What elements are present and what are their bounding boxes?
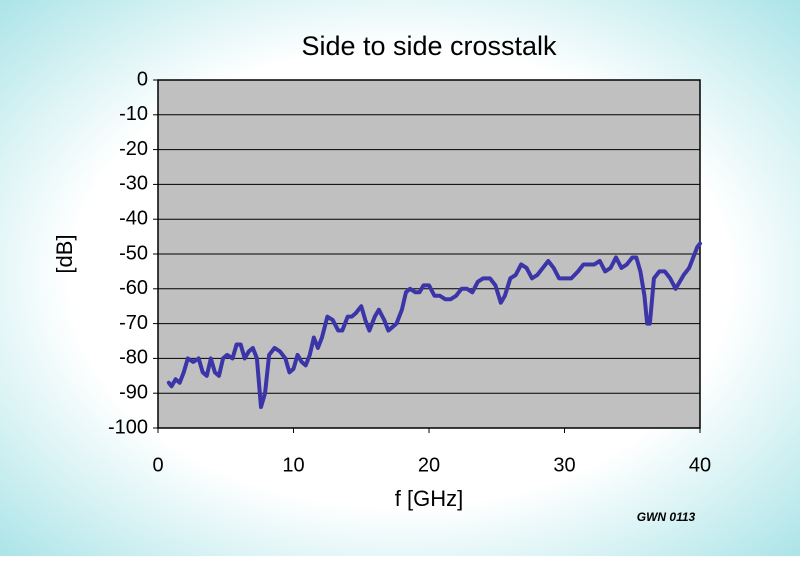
y-tick-label: -40 (119, 207, 148, 229)
data-line (166, 241, 702, 410)
x-tick-label: 0 (152, 454, 163, 476)
y-tick-label: 0 (137, 68, 148, 90)
annotation: GWN 0113 (637, 510, 696, 524)
y-tick-label: -100 (108, 416, 148, 438)
y-tick-label: -30 (119, 173, 148, 195)
x-tick-label: 20 (418, 454, 440, 476)
x-tick-label: 40 (689, 454, 711, 476)
x-tick-label: 30 (553, 454, 575, 476)
chart-title: Side to side crosstalk (301, 31, 557, 61)
y-tick-label: -80 (119, 347, 148, 369)
y-tick-label: -70 (119, 312, 148, 334)
y-tick-label: -90 (119, 381, 148, 403)
y-tick-label: -10 (119, 103, 148, 125)
x-axis-label: f [GHz] (395, 486, 463, 511)
x-tick-label: 10 (282, 454, 304, 476)
y-tick-label: -20 (119, 138, 148, 160)
y-tick-label: -50 (119, 242, 148, 264)
y-tick-label: -60 (119, 277, 148, 299)
y-axis-label: [dB] (52, 234, 77, 273)
